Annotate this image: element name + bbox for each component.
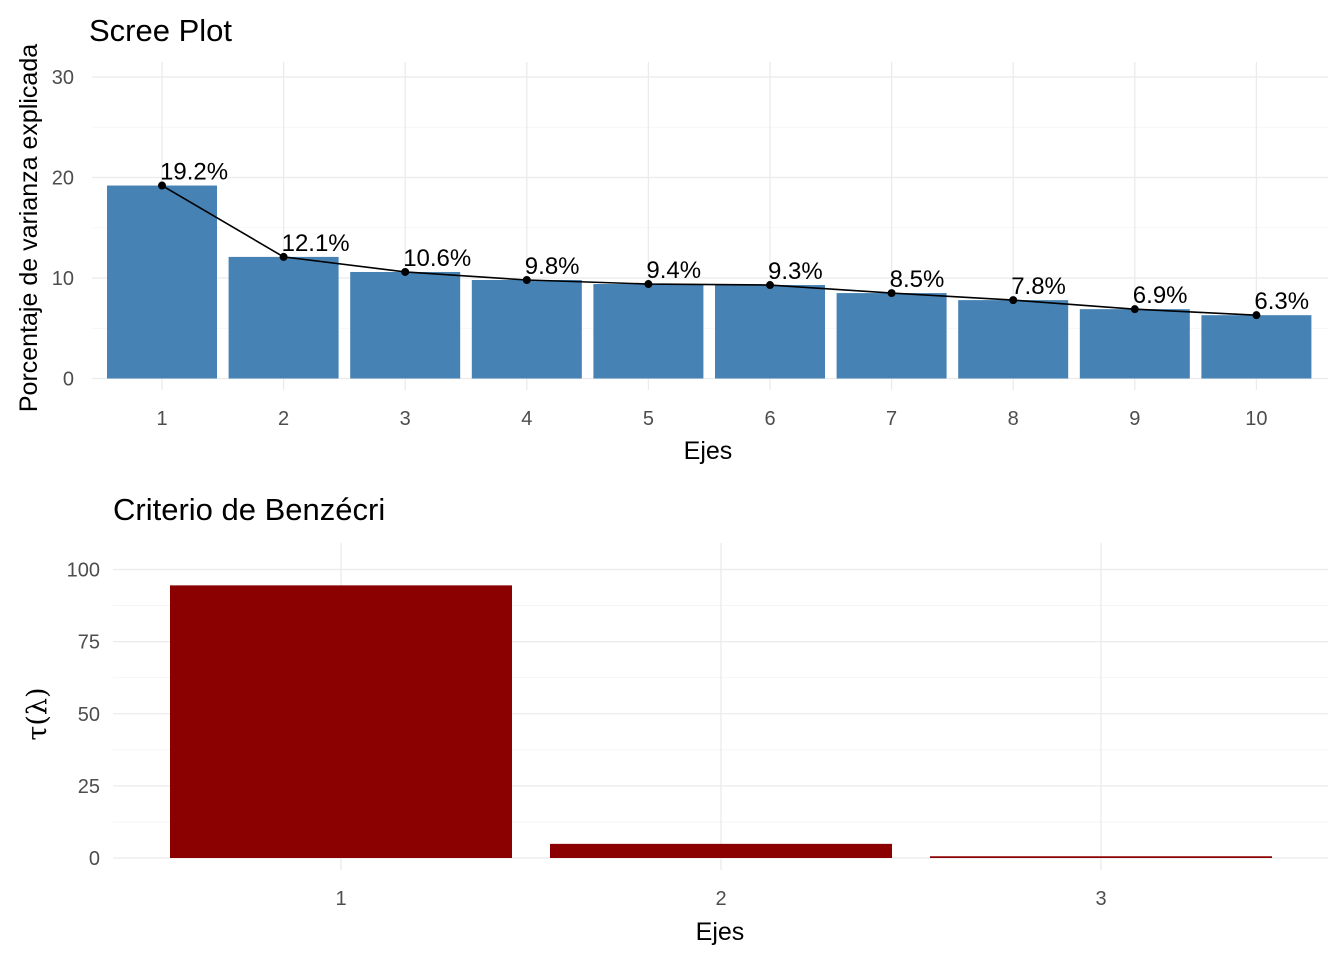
scree-bar xyxy=(1079,309,1190,379)
scree-y-axis-title: Porcentaje de varianza explicada xyxy=(15,44,43,412)
scree-point xyxy=(279,252,288,261)
scree-line xyxy=(161,184,1257,316)
scree-data-label: 9.4% xyxy=(646,257,701,284)
scree-points xyxy=(158,181,1261,320)
scree-data-label: 7.8% xyxy=(1011,273,1066,300)
benzecri-x-ticks: 1 2 3 xyxy=(335,888,1106,910)
scree-point xyxy=(401,267,410,276)
scree-data-label: 19.2% xyxy=(160,159,228,186)
scree-data-label: 6.9% xyxy=(1133,282,1188,309)
scree-data-label: 8.5% xyxy=(890,266,945,293)
scree-point xyxy=(887,289,896,298)
benzecri-bar xyxy=(550,843,892,858)
scree-bar xyxy=(107,185,217,379)
scree-x-tick-label: 9 xyxy=(1129,408,1140,430)
scree-data-labels: 19.2% 12.1% 10.6% 9.8% 9.4% 9.3% 8.5% 7.8% 6.9% 6… xyxy=(160,159,1309,316)
scree-data-label: 9.8% xyxy=(525,253,580,280)
scree-x-tick-label: 8 xyxy=(1008,408,1019,430)
scree-x-axis-title: Ejes xyxy=(684,437,733,465)
benzecri-y-ticks: 0 25 50 75 100 xyxy=(67,560,100,871)
benzecri-x-tick-label: 2 xyxy=(715,888,726,910)
scree-title: Scree Plot xyxy=(89,13,232,48)
scree-x-tick-label: 4 xyxy=(521,408,532,430)
scree-point xyxy=(1252,311,1261,320)
scree-bar xyxy=(471,280,582,379)
benzecri-x-tick-label: 1 xyxy=(335,888,346,910)
scree-x-ticks: 1 2 3 4 5 6 7 8 9 10 xyxy=(156,408,1267,430)
scree-bar xyxy=(593,284,704,379)
scree-x-tick-label: 7 xyxy=(886,408,897,430)
scree-point xyxy=(644,280,653,289)
scree-data-label: 9.3% xyxy=(768,258,823,285)
scree-x-tick-label: 1 xyxy=(156,408,167,430)
scree-bar xyxy=(350,271,461,379)
benzecri-bars xyxy=(170,585,1272,858)
scree-x-tick-label: 2 xyxy=(278,408,289,430)
scree-series-line xyxy=(161,184,1257,316)
benzecri-y-tick-label: 75 xyxy=(78,632,100,654)
scree-x-tick-label: 10 xyxy=(1245,408,1267,430)
scree-point xyxy=(1130,305,1139,314)
scree-data-label: 10.6% xyxy=(403,245,471,272)
benzecri-y-tick-label: 0 xyxy=(89,848,100,870)
scree-point xyxy=(522,276,531,285)
benzecri-bar xyxy=(930,856,1272,858)
scree-data-label: 12.1% xyxy=(282,230,350,257)
benzecri-x-axis-title: Ejes xyxy=(696,918,745,946)
scree-bar xyxy=(958,300,1069,379)
benzecri-bar xyxy=(170,585,512,858)
scree-bar xyxy=(1201,315,1312,379)
scree-point xyxy=(158,181,166,190)
scree-bar xyxy=(715,285,825,379)
scree-x-tick-label: 5 xyxy=(643,408,654,430)
benzecri-y-tick-label: 100 xyxy=(67,560,100,582)
scree-y-ticks: 0 10 20 30 xyxy=(52,67,74,391)
scree-data-label: 6.3% xyxy=(1254,288,1309,315)
scree-x-tick-label: 3 xyxy=(400,408,411,430)
scree-y-tick-label: 0 xyxy=(63,369,74,391)
benzecri-y-axis-title: τ(λ) xyxy=(22,687,53,740)
scree-bar xyxy=(228,256,339,379)
scree-point xyxy=(766,281,774,290)
scree-y-tick-label: 30 xyxy=(52,67,74,89)
benzecri-y-tick-label: 25 xyxy=(78,776,100,798)
benzecri-x-tick-label: 3 xyxy=(1095,888,1106,910)
scree-bars xyxy=(107,185,1312,379)
benzecri-y-tick-label: 50 xyxy=(78,704,100,726)
scree-bar xyxy=(836,293,947,379)
benzecri-title: Criterio de Benzécri xyxy=(113,492,385,527)
scree-x-tick-label: 6 xyxy=(764,408,775,430)
scree-y-tick-label: 10 xyxy=(52,268,74,290)
scree-point xyxy=(1009,296,1018,305)
scree-y-tick-label: 20 xyxy=(52,168,74,190)
